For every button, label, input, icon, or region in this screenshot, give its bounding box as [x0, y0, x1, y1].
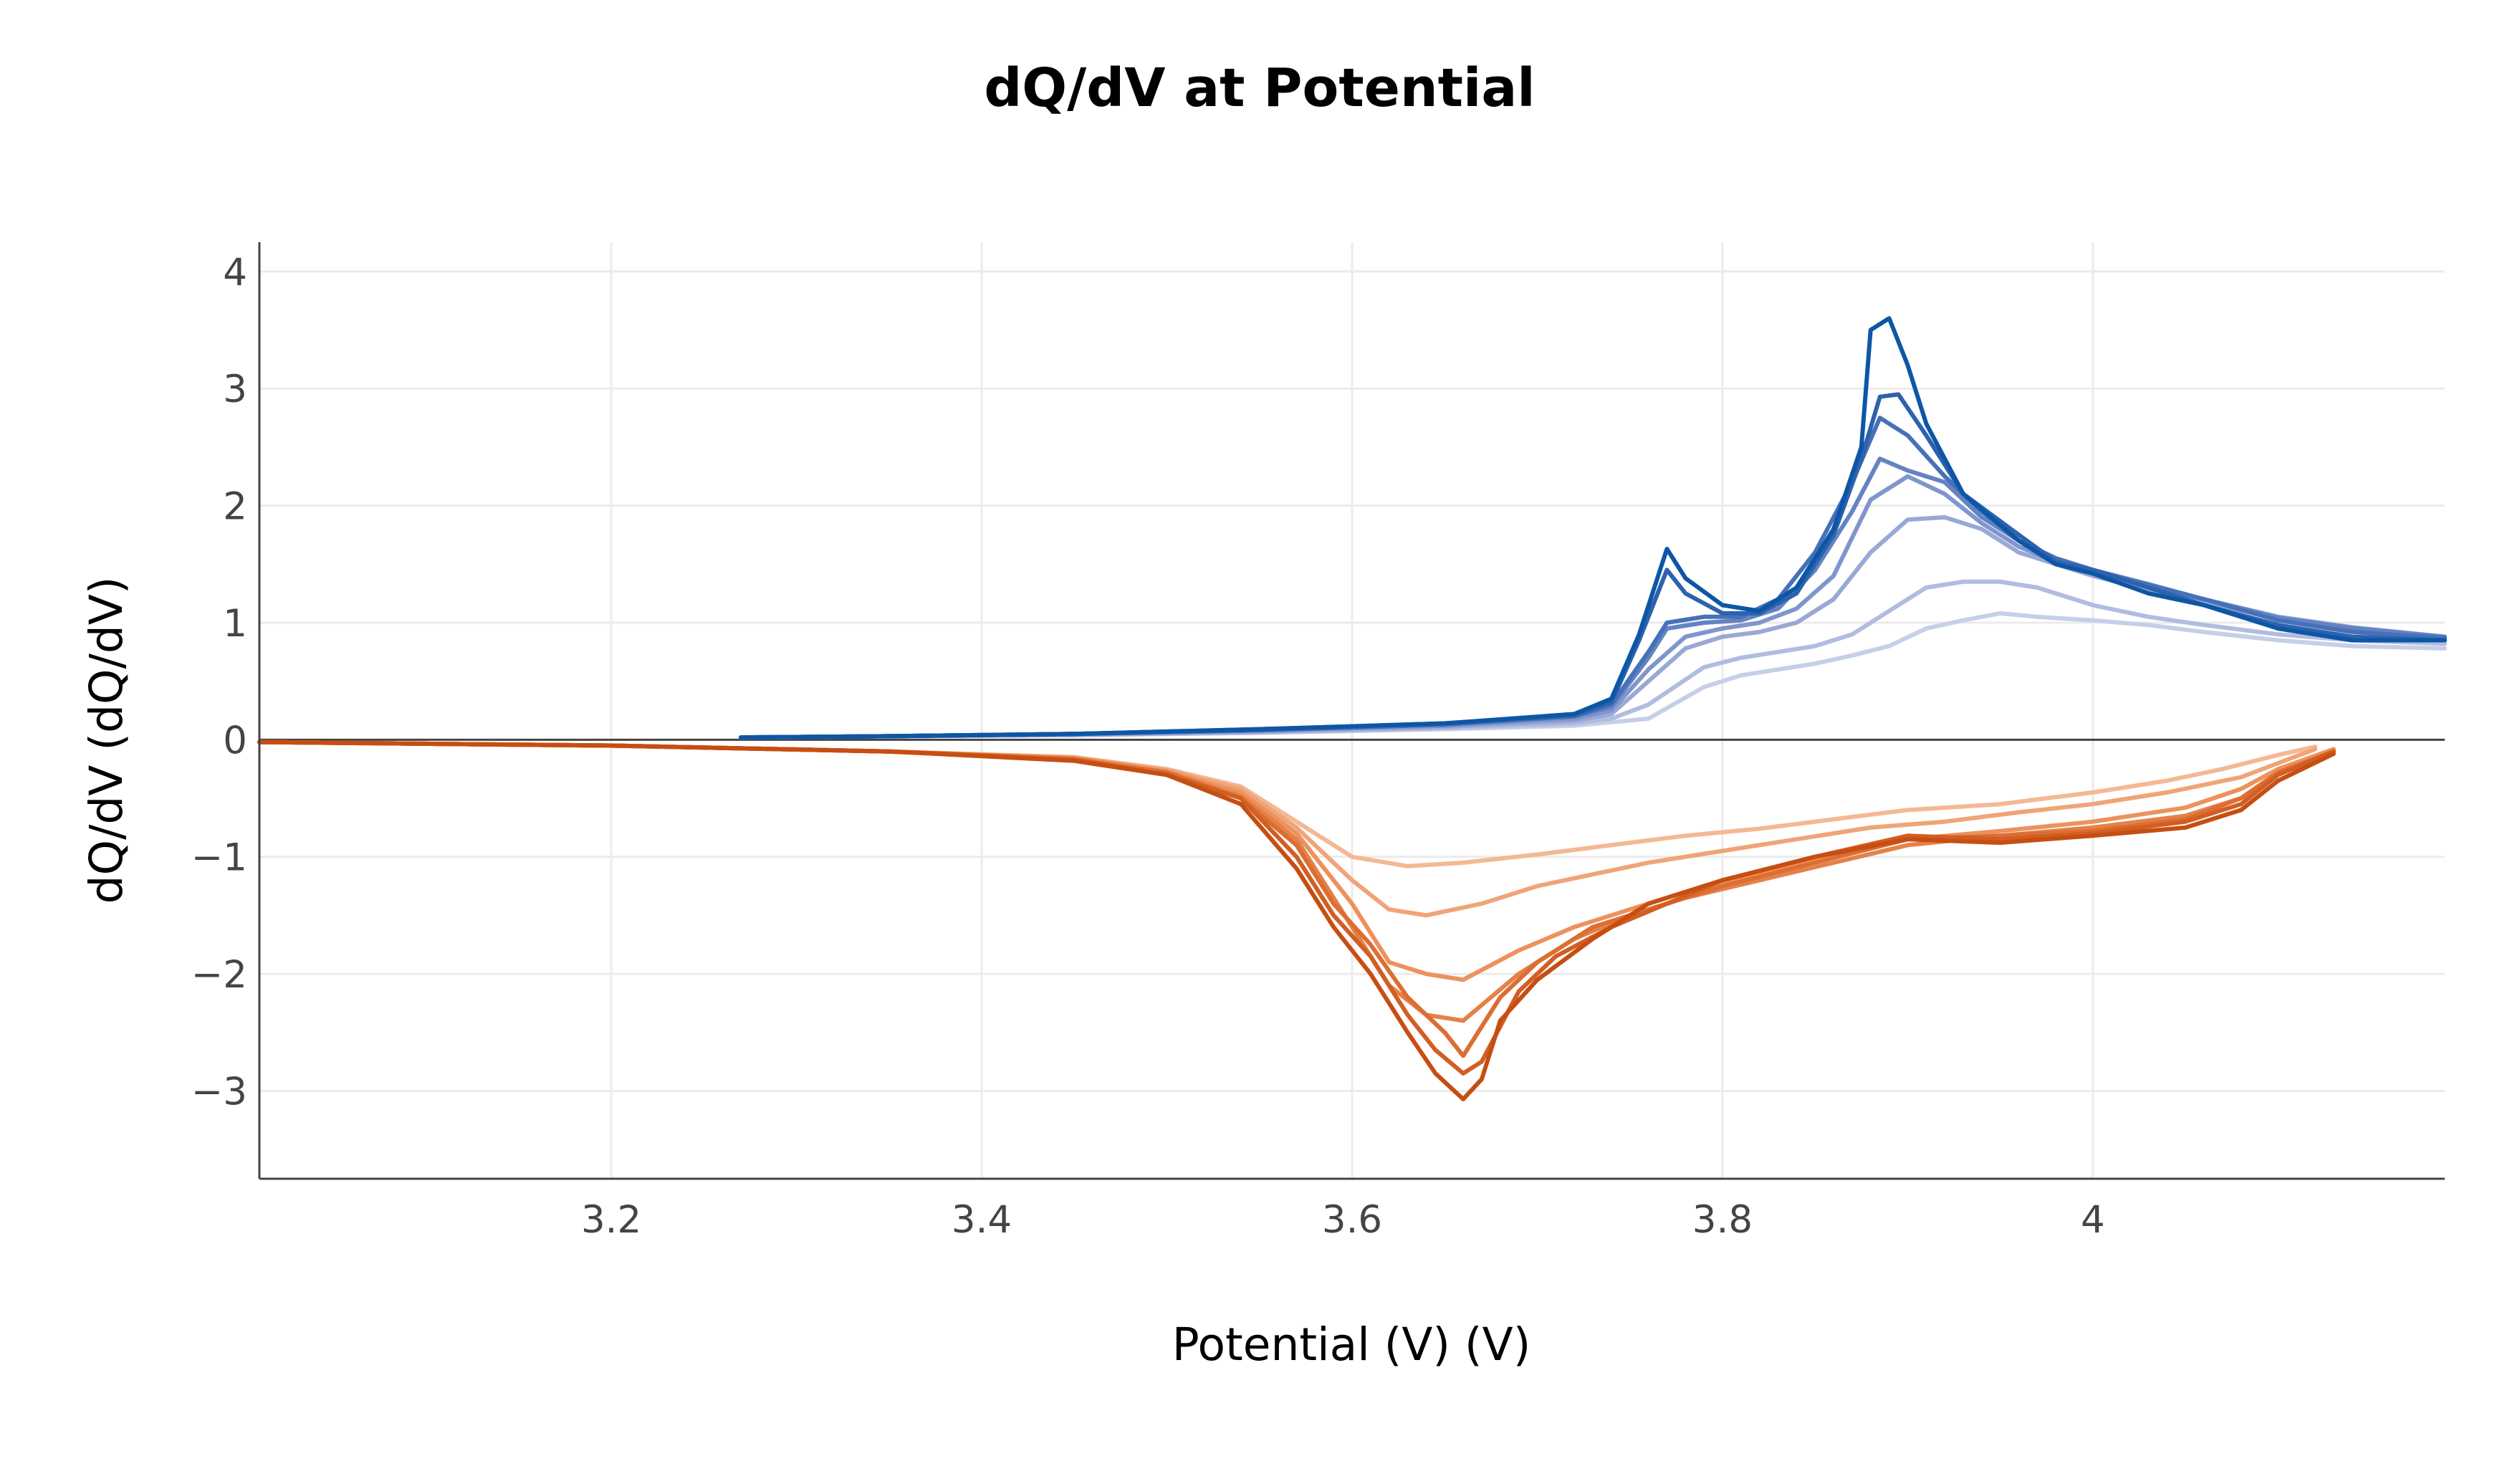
tick-labels: 3.2 3.4 3.6 3.8 4 −3 −2 −1 0 1 2 3 4	[191, 251, 2105, 1242]
discharge-series-group	[257, 739, 2336, 1101]
y-tick-label: −1	[191, 836, 247, 880]
x-tick-label: 3.6	[1322, 1198, 1382, 1242]
charge-series-line-7	[739, 392, 2447, 740]
y-tick-label: −3	[191, 1070, 247, 1114]
x-axis-title: Potential (V) (V)	[1172, 1318, 1531, 1371]
y-tick-label: 4	[223, 251, 247, 295]
y-tick-label: 2	[223, 485, 247, 529]
y-tick-label: 1	[223, 602, 247, 646]
charge-series-line-6	[739, 416, 2447, 740]
axes	[258, 242, 2445, 1180]
discharge-series-line-7	[257, 739, 2336, 1101]
charge-series-line-4	[739, 474, 2447, 740]
x-tick-label: 3.8	[1692, 1198, 1753, 1242]
x-tick-label: 3.2	[581, 1198, 641, 1242]
discharge-series-line-3	[257, 739, 2336, 982]
discharge-series-line-4	[257, 739, 2336, 1023]
x-tick-label: 3.4	[952, 1198, 1012, 1242]
charge-series-group	[739, 316, 2447, 740]
chart-title: dQ/dV at Potential	[984, 57, 1535, 119]
grid-lines	[259, 242, 2445, 1179]
discharge-series-line-6	[257, 739, 2336, 1076]
y-tick-label: 3	[223, 368, 247, 411]
y-axis-title: dQ/dV (dQ/dV)	[80, 577, 133, 904]
discharge-series-line-5	[257, 739, 2336, 1058]
charge-series-line-8	[739, 316, 2447, 740]
y-tick-label: −2	[191, 953, 247, 997]
x-tick-label: 4	[2081, 1198, 2105, 1242]
y-tick-label: 0	[223, 719, 247, 762]
